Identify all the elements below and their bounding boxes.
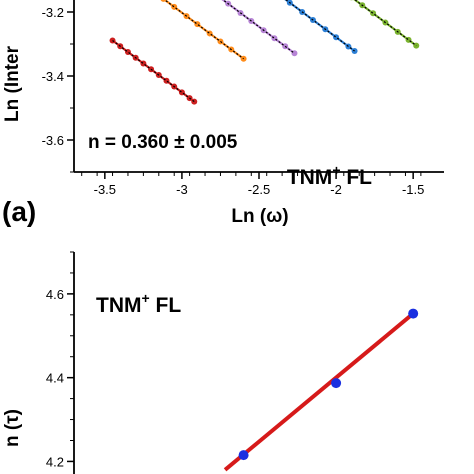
annotation-sample: TNM+ FL (96, 290, 181, 317)
annotation-exponent: n = 0.360 ± 0.005 (88, 132, 238, 153)
x-tick-label: -1.5 (402, 182, 424, 197)
fit-line (223, 312, 415, 472)
annotation-sample: TNM+ FL (287, 162, 372, 189)
chart-panel-b: 4.2 4.4 4.6 n (τ) TNM+ FL (2, 251, 419, 474)
series-line (221, 0, 296, 55)
data-point (413, 42, 420, 49)
y-tick-label: 4.2 (46, 454, 64, 469)
data-point (238, 450, 249, 461)
y-tick-label: 4.6 (46, 287, 64, 302)
data-point (331, 378, 342, 389)
x-tick-label: -2.5 (248, 182, 270, 197)
data-point (408, 308, 419, 319)
data-point (351, 48, 358, 55)
y-tick-label: 4.4 (46, 371, 64, 386)
x-tick-label: -2 (330, 182, 342, 197)
chart-panel-a: -3.5 -3 -2.5 -2 -1.5 -3.2 -3.4 -3.6 Ln (ω) Ln (In… (2, 0, 444, 227)
fit-line (222, 0, 295, 54)
data-point (160, 0, 167, 2)
x-tick-label: -3.5 (94, 182, 116, 197)
fit-line (354, 0, 417, 47)
panel-a-label: (a) (2, 196, 37, 227)
x-tick-label: -3 (176, 182, 188, 197)
data-point (191, 98, 198, 105)
fit-line (163, 0, 244, 60)
series-line (353, 0, 417, 47)
y-tick-label: -3.2 (42, 5, 64, 20)
y-axis-label: Ln (Inter (2, 45, 23, 122)
y-tick-label: -3.6 (42, 133, 64, 148)
y-axis-label: n (τ) (2, 409, 23, 447)
series-line (163, 0, 245, 60)
x-axis-label: Ln (ω) (231, 206, 288, 227)
y-tick-label: -3.4 (42, 69, 64, 84)
fit-line (112, 39, 195, 103)
